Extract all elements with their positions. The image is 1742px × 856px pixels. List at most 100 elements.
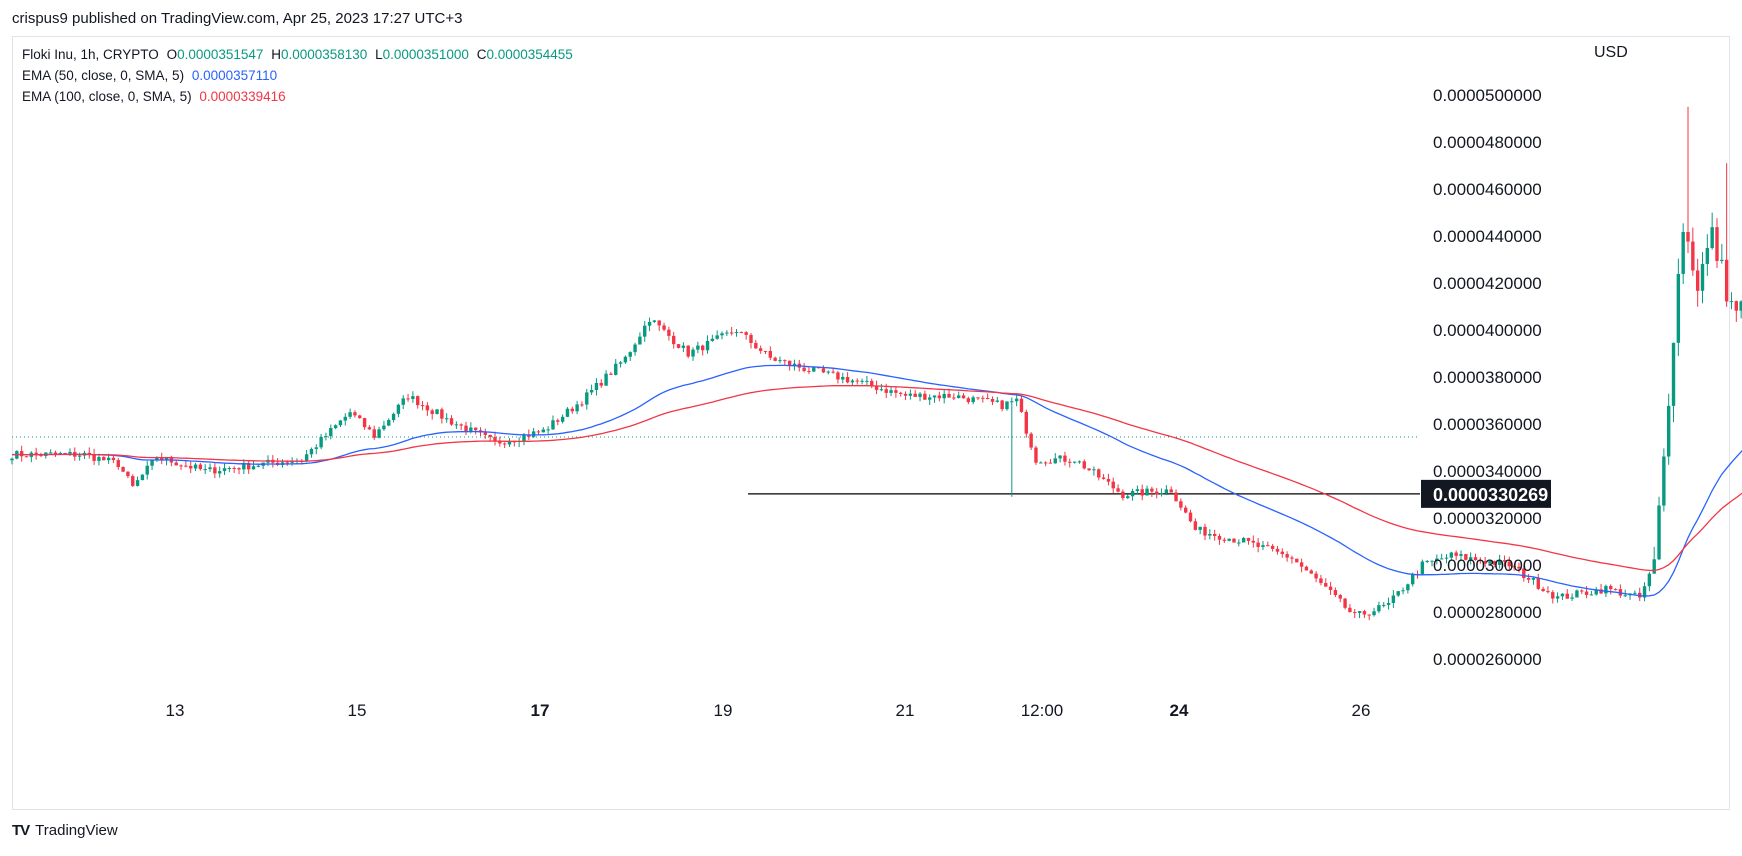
candle-body (1343, 598, 1347, 608)
candle-body (121, 467, 125, 472)
candle-body (1169, 489, 1173, 493)
candle-body (1507, 561, 1511, 567)
ema100-value: 0.0000339416 (199, 89, 286, 104)
candle-body (338, 420, 343, 426)
candle-body (894, 390, 898, 393)
x-tick-label: 12:00 (1021, 701, 1064, 720)
candle-body (396, 404, 401, 414)
candle-body (1000, 400, 1004, 410)
candle-body (841, 376, 845, 380)
candle-body (1237, 542, 1241, 544)
candle-body (19, 451, 24, 457)
candle-body (1734, 301, 1739, 311)
candle-body (174, 462, 178, 466)
publisher-header: crispus9 published on TradingView.com, A… (0, 0, 1742, 36)
candle-body (256, 465, 261, 467)
open-value: 0.0000351547 (177, 47, 264, 62)
candle-body (1551, 592, 1555, 599)
candle-body (464, 425, 468, 432)
candle-body (353, 412, 357, 416)
ema100-row[interactable]: EMA (100, close, 0, SMA, 5) 0.0000339416 (22, 86, 577, 107)
candle-body (135, 480, 140, 486)
candle-body (1140, 489, 1144, 496)
candle-body (937, 395, 942, 399)
candle-body (184, 465, 188, 467)
candle-body (493, 437, 497, 441)
chart-frame[interactable] (12, 36, 1730, 810)
candle-body (763, 350, 768, 352)
candle-body (469, 427, 473, 432)
candle-body (531, 431, 536, 437)
currency-label: USD (1594, 44, 1628, 61)
candle-body (831, 371, 835, 373)
candle-body (1468, 557, 1473, 560)
candle-body (1420, 561, 1425, 574)
candle-body (1502, 560, 1507, 562)
candle-body (903, 393, 908, 396)
candle-body (440, 409, 444, 419)
candle-body (947, 393, 951, 398)
candle-body (860, 380, 864, 382)
candle-body (53, 452, 58, 455)
candle-body (778, 360, 782, 362)
y-tick-label: 0.0000440000 (1433, 227, 1542, 246)
candle-body (1068, 461, 1072, 463)
candle-body (459, 424, 463, 426)
candle-body (652, 320, 657, 322)
tradingview-logo-icon[interactable]: TV (12, 822, 30, 839)
candle-body (358, 415, 362, 419)
candle-body (565, 408, 570, 417)
candle-body (87, 452, 91, 455)
candle-body (618, 362, 623, 364)
candle-body (604, 373, 608, 386)
candle-body (971, 397, 975, 403)
candle-body (488, 434, 492, 438)
candle-body (536, 431, 541, 433)
ema50-value: 0.0000357110 (191, 68, 278, 83)
low-value: 0.0000351000 (382, 47, 469, 62)
candle-body (614, 363, 618, 375)
candle-body (309, 448, 314, 455)
candle-body (865, 380, 869, 382)
candle-body (1183, 507, 1188, 513)
tradingview-brand[interactable]: TradingView (35, 822, 118, 839)
candle-body (391, 413, 396, 421)
candle-body (551, 420, 555, 430)
candle-body (58, 453, 62, 455)
candle-body (1584, 591, 1589, 595)
ema50-row[interactable]: EMA (50, close, 0, SMA, 5) 0.0000357110 (22, 65, 577, 86)
candle-body (1155, 491, 1159, 495)
x-tick-label: 19 (714, 701, 733, 720)
y-tick-label: 0.0000480000 (1433, 133, 1542, 152)
candle-body (333, 425, 338, 429)
candle-body (1686, 232, 1690, 242)
candle-body (913, 393, 917, 397)
candle-body (715, 335, 719, 339)
candle-body (1425, 560, 1429, 562)
candle-body (1464, 554, 1468, 560)
candle-body (1536, 577, 1540, 589)
candle-body (1396, 591, 1400, 596)
candle-body (720, 333, 724, 336)
candle-body (1362, 611, 1367, 615)
ema50-line (11, 364, 1742, 597)
y-tick-label: 0.0000260000 (1433, 650, 1542, 669)
candle-body (1401, 590, 1405, 592)
candle-body (217, 471, 222, 474)
candle-body (1454, 552, 1458, 556)
candle-body (1077, 461, 1082, 463)
candle-body (1304, 566, 1309, 571)
candle-body (923, 393, 927, 400)
candle-body (1531, 577, 1536, 580)
candle-body (126, 471, 130, 477)
symbol-label[interactable]: Floki Inu, 1h, CRYPTO (22, 47, 159, 62)
candle-body (449, 418, 454, 425)
candle-body (1232, 538, 1236, 543)
candle-body (435, 409, 439, 414)
candle-body (1010, 401, 1014, 403)
candle-body (647, 321, 652, 326)
candle-body (1261, 545, 1265, 547)
candle-body (1328, 586, 1333, 591)
candle-body (942, 393, 946, 399)
